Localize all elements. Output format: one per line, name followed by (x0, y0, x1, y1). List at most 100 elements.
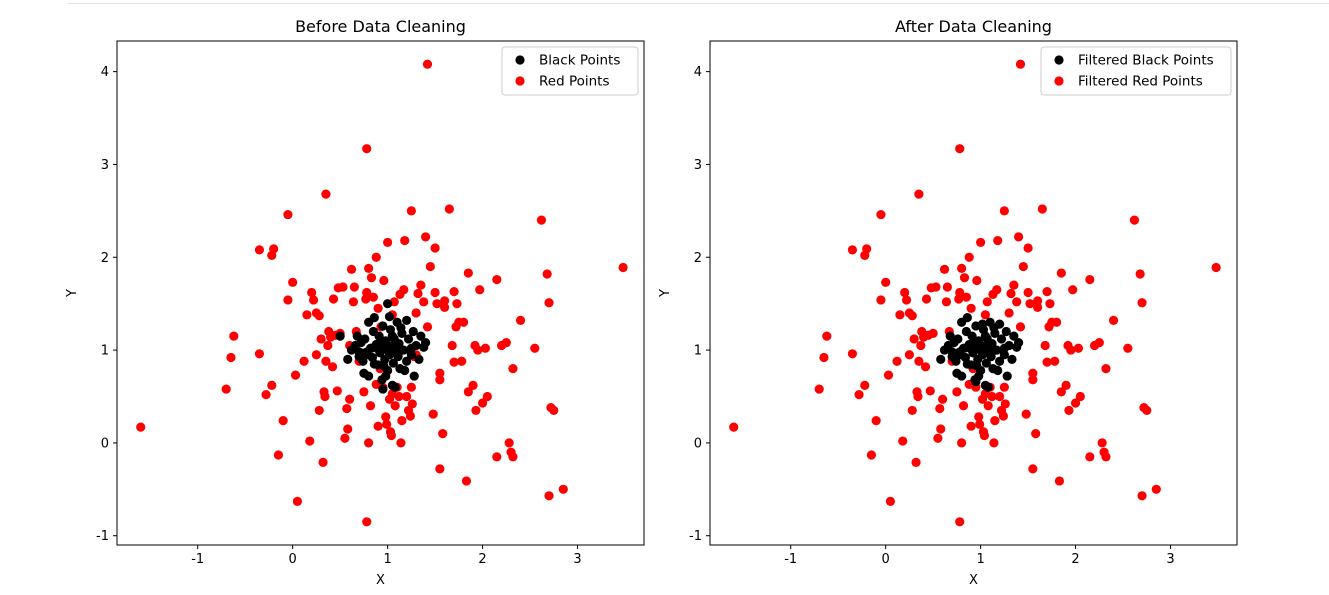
scatter-point (955, 287, 965, 298)
x-tick-label: -1 (191, 552, 204, 567)
legend-label: Filtered Red Points (1078, 74, 1203, 90)
scatter-point (369, 312, 379, 323)
scatter-point (402, 315, 412, 325)
scatter-point (1056, 387, 1066, 397)
scatter-point (314, 405, 324, 416)
scatter-point (368, 292, 378, 302)
scatter-point (311, 350, 322, 360)
scatter-point (254, 349, 265, 359)
scatter-point (942, 282, 952, 292)
scatter-point (327, 362, 338, 372)
scatter-point (405, 411, 416, 421)
chart-after-cleaning: After Data Cleaning -1 0 1 2 3 -1 0 1 2 3 4 X Y Filter… (658, 17, 1238, 588)
scatter-point (321, 189, 331, 199)
scatter-point (432, 299, 442, 309)
top-divider (68, 0, 1329, 4)
scatter-point (348, 297, 359, 307)
scatter-point (1097, 438, 1107, 448)
scatter-point (907, 405, 917, 416)
scatter-point (995, 391, 1005, 402)
scatter-point (955, 347, 965, 357)
scatter-point (416, 280, 426, 290)
scatter-point (422, 322, 433, 332)
scatter-point (352, 331, 362, 341)
scatter-point (996, 334, 1007, 344)
scatter-point (346, 264, 357, 274)
scatter-point (904, 308, 915, 318)
legend: Filtered Black Points Filtered Red Points (1040, 46, 1232, 96)
scatter-point (364, 438, 374, 448)
scatter-point (457, 356, 467, 366)
scatter-point (1137, 298, 1147, 308)
scatter-point (492, 452, 502, 462)
scatter-point (278, 416, 288, 426)
y-tick-label: 4 (101, 65, 109, 80)
scatter-point (1014, 232, 1024, 242)
y-tick-label: 2 (694, 251, 702, 266)
scatter-point (936, 354, 946, 364)
scatter-point (267, 380, 277, 390)
scatter-point (1151, 484, 1161, 494)
scatter-point (463, 387, 473, 397)
scatter-point (408, 326, 418, 337)
scatter-point (1211, 262, 1221, 273)
scatter-point (349, 282, 359, 292)
series-black-points (335, 299, 431, 394)
scatter-point (979, 430, 990, 441)
scatter-point (995, 356, 1005, 366)
scatter-point (901, 295, 912, 305)
scatter-point (971, 377, 981, 387)
scatter-point (394, 338, 404, 349)
scatter-point (390, 382, 400, 392)
scatter-point (438, 429, 448, 439)
scatter-point (1042, 357, 1052, 367)
scatter-point (866, 450, 877, 460)
scatter-point (292, 496, 303, 506)
scatter-point (933, 433, 943, 443)
scatter-point (406, 206, 416, 216)
scatter-point (373, 303, 383, 313)
scatter-point (1064, 405, 1074, 416)
scatter-point (381, 371, 391, 381)
scatter-point (288, 277, 298, 287)
scatter-point (958, 401, 969, 411)
scatter-point (941, 297, 952, 307)
scatter-point (530, 343, 540, 353)
scatter-point (913, 391, 923, 402)
scatter-point (382, 419, 392, 429)
scatter-point (1014, 338, 1024, 348)
scatter-point (925, 386, 935, 396)
scatter-point (1094, 338, 1104, 348)
scatter-point (822, 331, 832, 341)
scatter-point (1142, 405, 1152, 416)
scatter-point (962, 359, 972, 369)
y-tick-label: -1 (96, 529, 109, 544)
scatter-point (1101, 364, 1111, 374)
scatter-point (422, 59, 433, 69)
scatter-point (911, 457, 921, 467)
scatter-point (1031, 429, 1041, 439)
scatter-point (909, 334, 919, 344)
scatter-point (378, 321, 388, 331)
scatter-point (1054, 476, 1065, 486)
scatter-point (876, 295, 886, 305)
scatter-point (1004, 308, 1014, 318)
scatter-point (318, 457, 328, 467)
scatter-point (990, 416, 1000, 426)
scatter-point (508, 364, 518, 374)
scatter-point (504, 438, 514, 448)
scatter-point (1050, 356, 1060, 366)
y-tick-label: -1 (689, 529, 702, 544)
scatter-point (471, 405, 481, 416)
scatter-point (435, 375, 445, 385)
scatter-point (957, 438, 967, 448)
x-tick-label: 2 (1071, 552, 1079, 567)
series-red-points (136, 59, 628, 527)
scatter-point (439, 296, 450, 306)
scatter-point (995, 319, 1005, 329)
legend-marker (1054, 55, 1064, 65)
scatter-point (430, 243, 440, 253)
scatter-point (1021, 409, 1031, 419)
scatter-point (952, 387, 962, 397)
scatter-point (1085, 452, 1095, 462)
